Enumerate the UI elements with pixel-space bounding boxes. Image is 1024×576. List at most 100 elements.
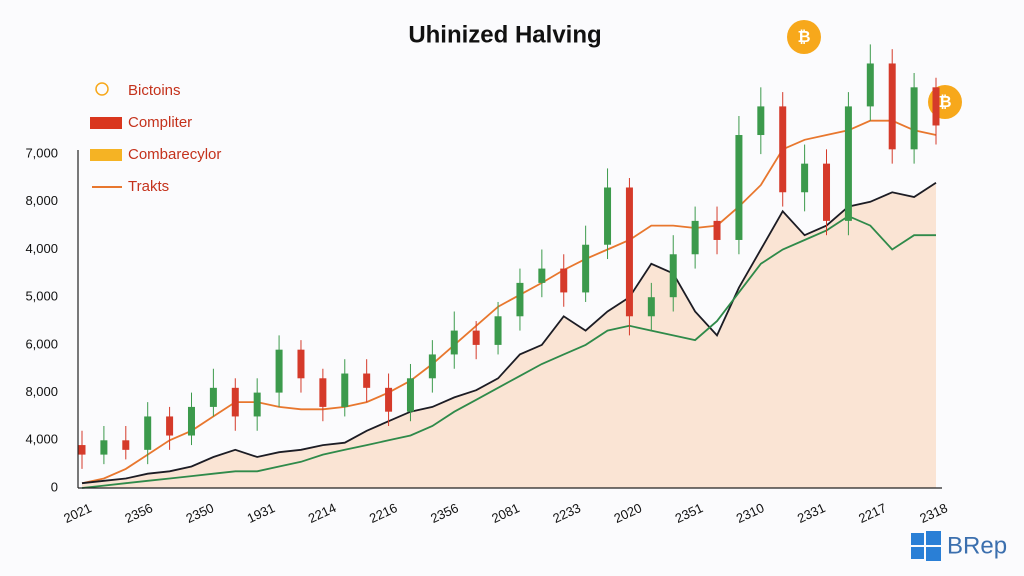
candle (144, 402, 152, 465)
line (81, 215, 936, 489)
candle-body (801, 163, 809, 193)
candle (604, 168, 612, 260)
candle-body (78, 445, 86, 455)
candle-body (428, 354, 436, 379)
chart-title: Uhinized Halving (408, 21, 601, 48)
candle-body (253, 392, 261, 417)
candle (560, 254, 568, 307)
candle (538, 249, 546, 298)
svg-text:₿: ₿ (797, 28, 810, 46)
candle-body (363, 373, 371, 388)
candle (866, 44, 874, 121)
line (81, 181, 937, 485)
candle (625, 177, 633, 336)
legend-swatch (90, 117, 122, 129)
candle (844, 92, 852, 236)
candle-body (779, 106, 787, 193)
brand-logo: BRep (911, 531, 1007, 561)
candle-body (582, 244, 590, 293)
candle-body (297, 349, 305, 379)
candle (341, 359, 349, 417)
candle-body (888, 63, 896, 150)
candle-body (625, 187, 633, 317)
bitcoin-icon: ₿ ₿ (787, 20, 962, 119)
brand-text: BRep (947, 532, 1007, 559)
candle (428, 340, 436, 393)
legend-label: Combarecylor (128, 146, 221, 163)
legend-label: Bictoins (128, 82, 181, 99)
candle-body (713, 220, 721, 240)
y-tick-label: 4,000 (25, 432, 58, 447)
candle (385, 373, 393, 426)
candle-body (866, 63, 874, 107)
candle (472, 321, 480, 360)
candle (823, 149, 831, 236)
y-tick-label: 0 (51, 479, 58, 494)
candle (713, 206, 721, 255)
svg-text:₿: ₿ (938, 93, 951, 111)
candle-body (406, 378, 414, 412)
candle (669, 235, 677, 312)
candle (779, 92, 787, 207)
candle-body (494, 316, 502, 345)
candle-body (647, 297, 655, 317)
candle-body (735, 135, 743, 240)
candle-body (187, 406, 195, 436)
legend-swatch (90, 149, 122, 161)
candle-body (823, 163, 831, 221)
candle (757, 87, 765, 155)
y-tick-label: 6,000 (25, 336, 58, 351)
candle-body (932, 87, 940, 126)
candle-body (319, 378, 327, 407)
candle (275, 335, 283, 407)
candle-body (209, 387, 217, 407)
y-tick-label: 8,000 (25, 384, 58, 399)
candle-body (691, 220, 699, 255)
candle-body (341, 373, 349, 407)
candle-body (844, 106, 852, 221)
y-tick-label: 4,000 (25, 241, 58, 256)
candle (187, 392, 195, 446)
candle (888, 49, 896, 164)
candle-body (516, 282, 524, 317)
candle (122, 425, 130, 460)
candle (801, 144, 809, 212)
candle (910, 73, 918, 164)
candle-body (604, 187, 612, 245)
candle-body (910, 87, 918, 150)
candle-body (472, 330, 480, 345)
candle-body (166, 416, 174, 436)
candle (582, 225, 590, 302)
line (81, 119, 937, 485)
candle (100, 425, 108, 465)
y-tick-label: 7,000 (25, 145, 58, 160)
candle-body (144, 416, 152, 450)
candle (209, 368, 217, 417)
candle (494, 301, 502, 355)
candle (691, 206, 699, 269)
candle-body (757, 106, 765, 136)
candle (735, 115, 743, 255)
candle (166, 406, 174, 450)
y-tick-label: 8,000 (25, 193, 58, 208)
legend-icon (95, 82, 109, 96)
candle-body (538, 268, 546, 283)
y-tick-label: 5,000 (25, 289, 58, 304)
candle-body (385, 387, 393, 412)
candle (516, 268, 524, 331)
candle (363, 359, 371, 403)
candle (406, 363, 414, 422)
candle (253, 378, 261, 431)
candle (231, 378, 239, 431)
candle-body (560, 268, 568, 293)
candle (932, 77, 940, 145)
candle-body (669, 254, 677, 298)
legend-label: Trakts (128, 178, 169, 195)
area (82, 182, 936, 488)
legend-label: Compliter (128, 114, 192, 131)
candle (319, 368, 327, 422)
candle-body (100, 440, 108, 455)
candle-body (231, 387, 239, 417)
